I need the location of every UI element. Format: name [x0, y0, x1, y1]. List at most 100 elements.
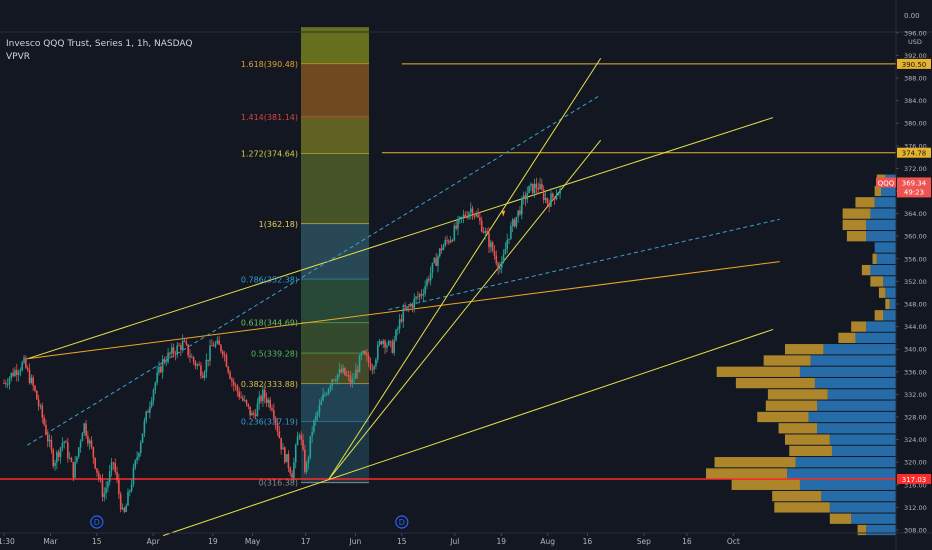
top-tick-label: 0.00: [904, 12, 920, 20]
candle-body: [48, 439, 51, 442]
candle-body: [522, 195, 525, 199]
candle-body: [189, 355, 191, 358]
candle-body: [471, 208, 474, 217]
volume-profile-down-bar: [885, 298, 890, 310]
volume-profile-down-bar: [784, 434, 830, 445]
candle-body: [382, 340, 385, 344]
candle-body: [535, 183, 538, 188]
candle-body: [294, 445, 297, 463]
candle-body: [227, 366, 230, 373]
time-tick-label: Jun: [349, 537, 362, 546]
candle-body: [54, 462, 56, 467]
volume-profile-up-bar: [866, 321, 896, 332]
candle-body: [453, 225, 456, 241]
indicator-label[interactable]: VPVR: [6, 52, 30, 62]
candles-layer: [3, 177, 561, 514]
candle-body: [314, 415, 317, 421]
time-tick-label: 15: [397, 537, 407, 546]
fib-level-label: 0.382(333.88): [241, 380, 298, 389]
time-tick-label: Apr: [147, 537, 161, 546]
dashed-trend-line: [26, 94, 601, 446]
candle-body: [400, 319, 403, 322]
volume-profile-up-bar: [799, 366, 896, 377]
candle-body: [112, 462, 115, 464]
candle-body: [187, 344, 189, 356]
candle-body: [119, 493, 122, 510]
volume-profile-down-bar: [789, 445, 832, 457]
candle-body: [116, 471, 118, 480]
candle-body: [391, 341, 394, 353]
volume-profile-layer: [706, 174, 896, 536]
time-tick-label: 15: [92, 537, 102, 546]
candle-body: [307, 457, 310, 464]
candle-body: [440, 248, 443, 251]
candle-body: [150, 400, 153, 407]
candle-body: [96, 468, 98, 473]
candle-body: [149, 406, 151, 413]
candle-body: [444, 240, 447, 246]
price-tick-label: 348.00: [904, 301, 927, 309]
candle-body: [110, 462, 113, 472]
candle-body: [28, 369, 31, 383]
volume-profile-down-bar: [763, 355, 811, 366]
candle-body: [468, 212, 470, 218]
candle-body: [63, 441, 65, 444]
candle-body: [85, 423, 87, 436]
candle-body: [541, 184, 543, 190]
candle-body: [448, 240, 450, 243]
volume-profile-up-bar: [821, 490, 896, 502]
candle-body: [165, 362, 168, 363]
candle-body: [37, 399, 40, 407]
candle-body: [469, 208, 472, 213]
candle-body: [271, 408, 273, 411]
fib-extension-layer: [301, 27, 369, 484]
fib-level-label: 0(316.38): [259, 479, 298, 488]
candle-body: [484, 231, 487, 233]
symbol-title[interactable]: Invesco QQQ Trust, Series 1, 1h, NASDAQ: [6, 39, 193, 49]
volume-profile-down-bar: [842, 219, 867, 231]
candle-body: [366, 354, 368, 357]
candle-body: [513, 219, 516, 227]
candle-body: [130, 484, 133, 491]
volume-profile-up-bar: [876, 253, 896, 264]
price-tick-label: 328.00: [904, 414, 927, 422]
volume-profile-up-bar: [787, 468, 896, 479]
time-tick-label: Mar: [43, 537, 58, 546]
candle-body: [495, 255, 498, 264]
candle-body: [493, 251, 496, 256]
candle-body: [23, 357, 25, 363]
candle-body: [524, 195, 527, 200]
volume-profile-down-bar: [878, 287, 886, 298]
candle-body: [329, 385, 332, 389]
price-tick-label: 332.00: [904, 391, 927, 399]
volume-profile-down-bar: [874, 185, 882, 197]
candle-body: [376, 344, 379, 360]
candle-body: [6, 384, 9, 385]
volume-profile-up-bar: [889, 298, 896, 310]
candle-body: [384, 340, 386, 348]
price-tick-label: 352.00: [904, 278, 927, 286]
candle-body: [225, 355, 228, 367]
candle-body: [141, 433, 144, 443]
candle-body: [136, 457, 138, 461]
candle-body: [125, 505, 127, 512]
candle-body: [251, 413, 253, 416]
price-tick-label: 344.00: [904, 323, 927, 331]
candle-body: [192, 357, 195, 362]
volume-profile-up-bar: [881, 185, 896, 197]
candle-body: [311, 431, 313, 437]
chart-legend: Invesco QQQ Trust, Series 1, 1h, NASDAQ …: [6, 38, 192, 64]
candle-body: [70, 457, 73, 463]
time-tick-label: May: [245, 537, 261, 546]
candle-body: [99, 478, 102, 480]
candle-body: [101, 479, 104, 497]
volume-profile-up-bar: [870, 208, 896, 219]
fib-level-label: 1.414(381.14): [241, 113, 298, 122]
volume-profile-down-bar: [846, 231, 867, 242]
candle-body: [287, 454, 290, 468]
candle-body: [8, 377, 11, 385]
fib-level-label: 1(362.18): [259, 220, 298, 229]
candle-body: [170, 347, 173, 354]
candle-body: [105, 487, 107, 494]
